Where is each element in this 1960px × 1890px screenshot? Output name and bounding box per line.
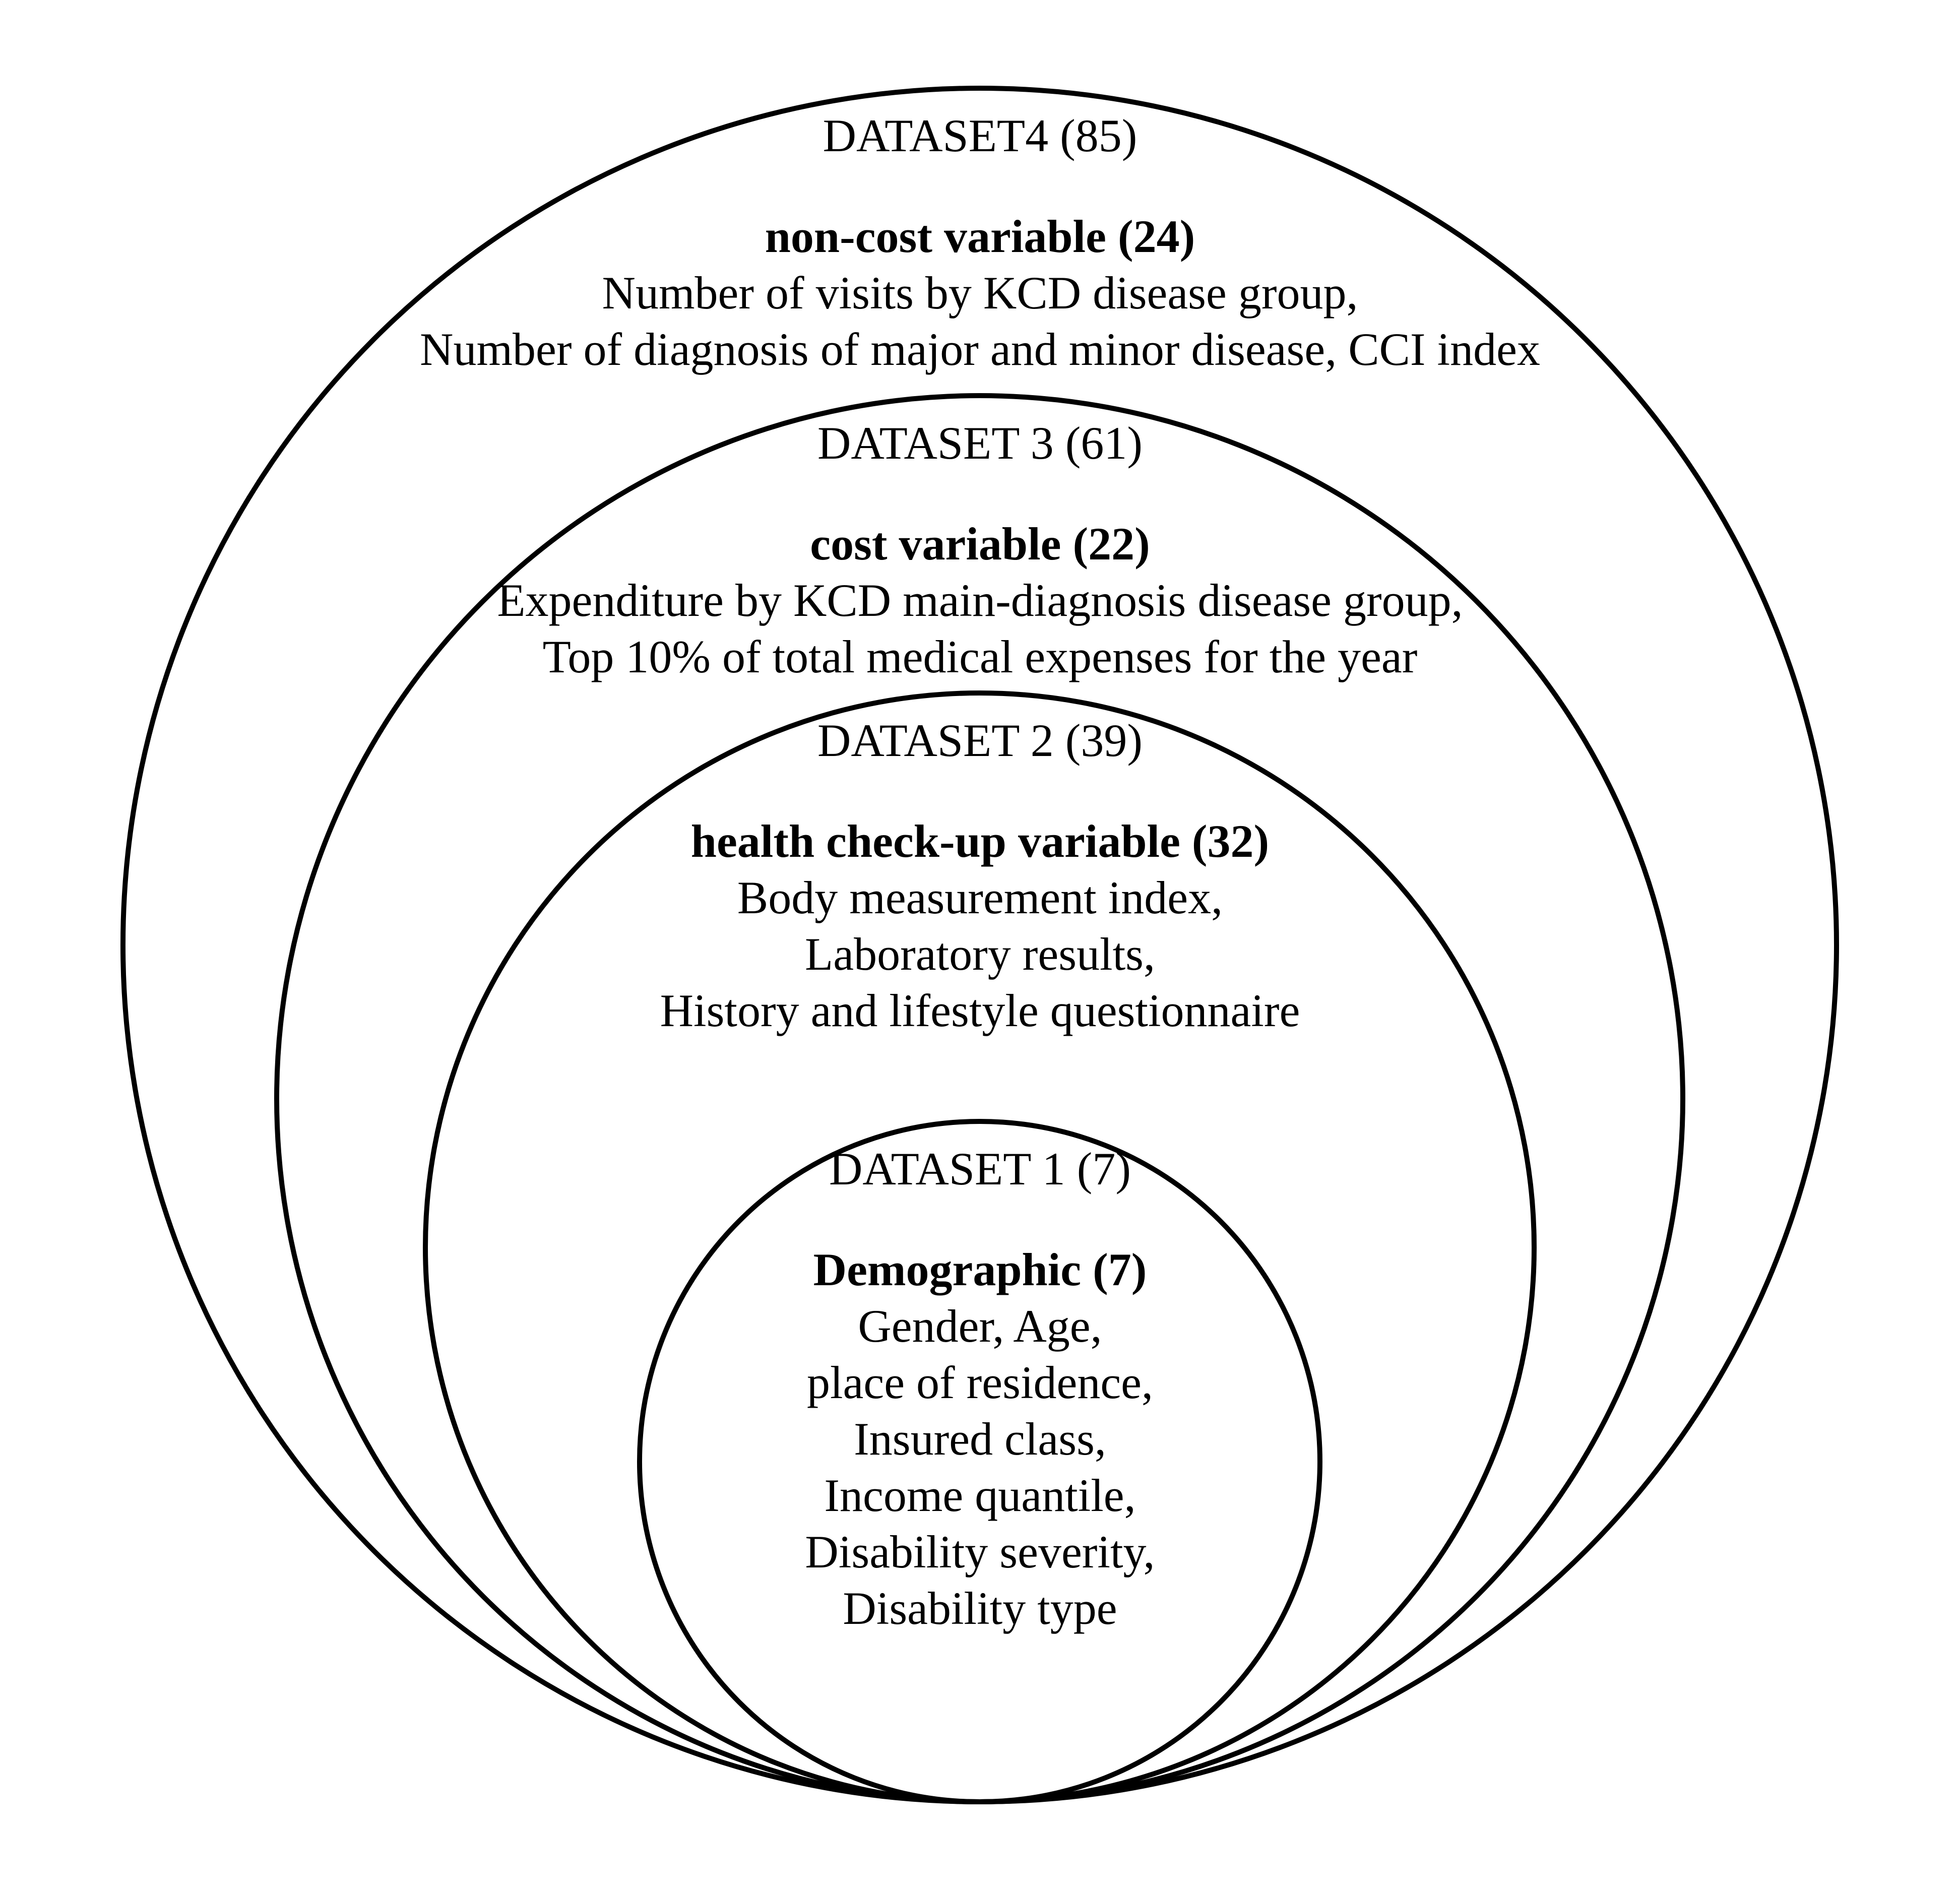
dataset1-title: DATASET 1 (7): [829, 1143, 1131, 1194]
dataset2-heading: health check-up variable (32): [691, 815, 1269, 867]
dataset3-title: DATASET 3 (61): [817, 417, 1143, 469]
dataset3-heading: cost variable (22): [810, 518, 1150, 570]
dataset4-heading: non-cost variable (24): [765, 211, 1195, 262]
dataset4-title: DATASET4 (85): [823, 110, 1137, 161]
dataset1-heading: Demographic (7): [813, 1244, 1147, 1295]
nested-circles-diagram: DATASET4 (85) non-cost variable (24) Num…: [0, 0, 1960, 1890]
dataset2-title: DATASET 2 (39): [817, 715, 1143, 766]
